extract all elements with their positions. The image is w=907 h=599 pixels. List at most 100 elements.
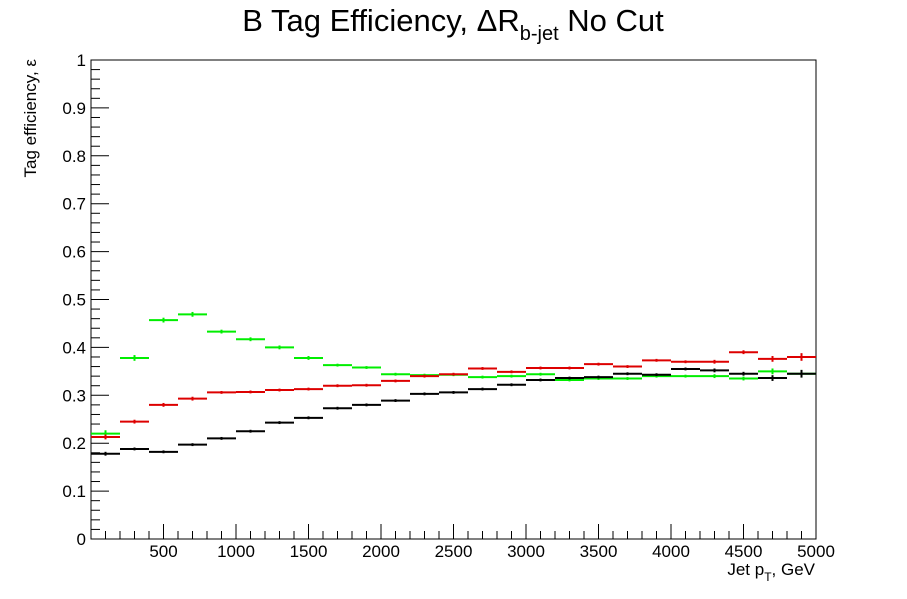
y-tick-label: 0.2 (62, 434, 86, 453)
data-point (236, 337, 265, 342)
y-tick-label: 0.7 (62, 195, 86, 214)
data-point (178, 311, 207, 317)
data-point (294, 416, 323, 420)
x-tick-label: 4000 (652, 542, 690, 561)
data-point (439, 372, 468, 376)
data-point (294, 387, 323, 391)
x-tick-label: 3000 (507, 542, 545, 561)
data-point (642, 358, 671, 362)
data-point (207, 329, 236, 334)
data-point (91, 451, 120, 456)
data-point (758, 356, 787, 362)
data-point (265, 421, 294, 425)
data-point (497, 374, 526, 378)
data-point (526, 372, 555, 376)
data-point (758, 375, 787, 381)
data-point (613, 377, 642, 380)
data-point (120, 447, 149, 451)
y-tick-label: 0 (77, 530, 86, 549)
x-axis-title-suffix: , GeV (772, 560, 816, 579)
data-point (410, 374, 439, 378)
data-point (555, 366, 584, 370)
data-point (323, 384, 352, 388)
data-point (149, 317, 178, 323)
data-point (410, 392, 439, 396)
x-tick-label: 1500 (290, 542, 328, 561)
plot-frame (90, 59, 817, 540)
y-tick-label: 1 (77, 51, 86, 70)
y-tick-label: 0.5 (62, 291, 86, 310)
y-tick-label: 0.3 (62, 386, 86, 405)
data-point (584, 375, 613, 379)
y-tick-label: 0.9 (62, 99, 86, 118)
data-points (91, 311, 816, 456)
y-axis: 0 0.1 0.2 0.3 0.4 0.5 0.6 0.7 0.8 0.9 1 (62, 51, 109, 549)
x-tick-label: 1000 (217, 542, 255, 561)
data-point (497, 370, 526, 374)
x-tick-label: 4500 (725, 542, 763, 561)
data-point (729, 350, 758, 355)
data-point (149, 402, 178, 407)
chart-title: B Tag Efficiency, ΔRb-jet No Cut (242, 3, 664, 45)
x-tick-label: 5000 (797, 542, 835, 561)
data-point (526, 366, 555, 370)
data-point (787, 369, 816, 378)
y-axis-title: Tag efficiency, ε (21, 59, 40, 178)
x-tick-label: 2000 (362, 542, 400, 561)
data-point (381, 372, 410, 376)
data-point (178, 396, 207, 401)
chart-title-main: B Tag Efficiency, ΔR (242, 3, 519, 38)
data-point (236, 390, 265, 394)
chart-title-subscript: b-jet (520, 23, 559, 45)
data-point (265, 388, 294, 392)
data-point (700, 374, 729, 379)
data-point (468, 367, 497, 370)
data-point (758, 368, 787, 375)
data-point (671, 374, 700, 378)
data-point (352, 403, 381, 407)
data-point (352, 366, 381, 369)
data-point (207, 436, 236, 440)
series-2 (91, 350, 816, 440)
data-point (671, 360, 700, 364)
data-point (468, 375, 497, 379)
data-point (584, 362, 613, 366)
data-point (642, 373, 671, 377)
data-point (613, 365, 642, 368)
data-point (207, 390, 236, 394)
x-tick-label: 3500 (580, 542, 618, 561)
data-point (671, 367, 700, 371)
data-point (236, 429, 265, 433)
x-tick-label: 500 (149, 542, 177, 561)
data-point (497, 383, 526, 387)
x-axis-title: Jet pT, GeV (727, 560, 815, 584)
data-point (381, 399, 410, 403)
data-point (265, 345, 294, 350)
data-point (729, 371, 758, 376)
data-point (555, 376, 584, 380)
y-tick-label: 0.8 (62, 147, 86, 166)
data-point (323, 363, 352, 367)
x-axis-title-main: Jet p (727, 560, 764, 579)
data-point (700, 359, 729, 364)
y-tick-label: 0.6 (62, 243, 86, 262)
data-point (323, 406, 352, 410)
data-point (729, 376, 758, 381)
data-point (149, 450, 178, 454)
data-point (120, 355, 149, 361)
y-tick-label: 0.1 (62, 482, 86, 501)
data-point (178, 443, 207, 447)
data-point (381, 379, 410, 383)
data-point (526, 378, 555, 382)
data-point (120, 419, 149, 424)
x-axis: 500 1000 1500 2000 2500 3000 3500 4000 4500 5000 (105, 524, 835, 561)
data-point (352, 383, 381, 387)
data-point (468, 387, 497, 391)
data-point (91, 434, 120, 440)
chart-title-suffix: No Cut (559, 3, 664, 38)
plot-border (90, 59, 817, 540)
x-axis-title-subscript: T (764, 570, 772, 584)
data-point (787, 353, 816, 361)
series-3 (91, 367, 816, 456)
